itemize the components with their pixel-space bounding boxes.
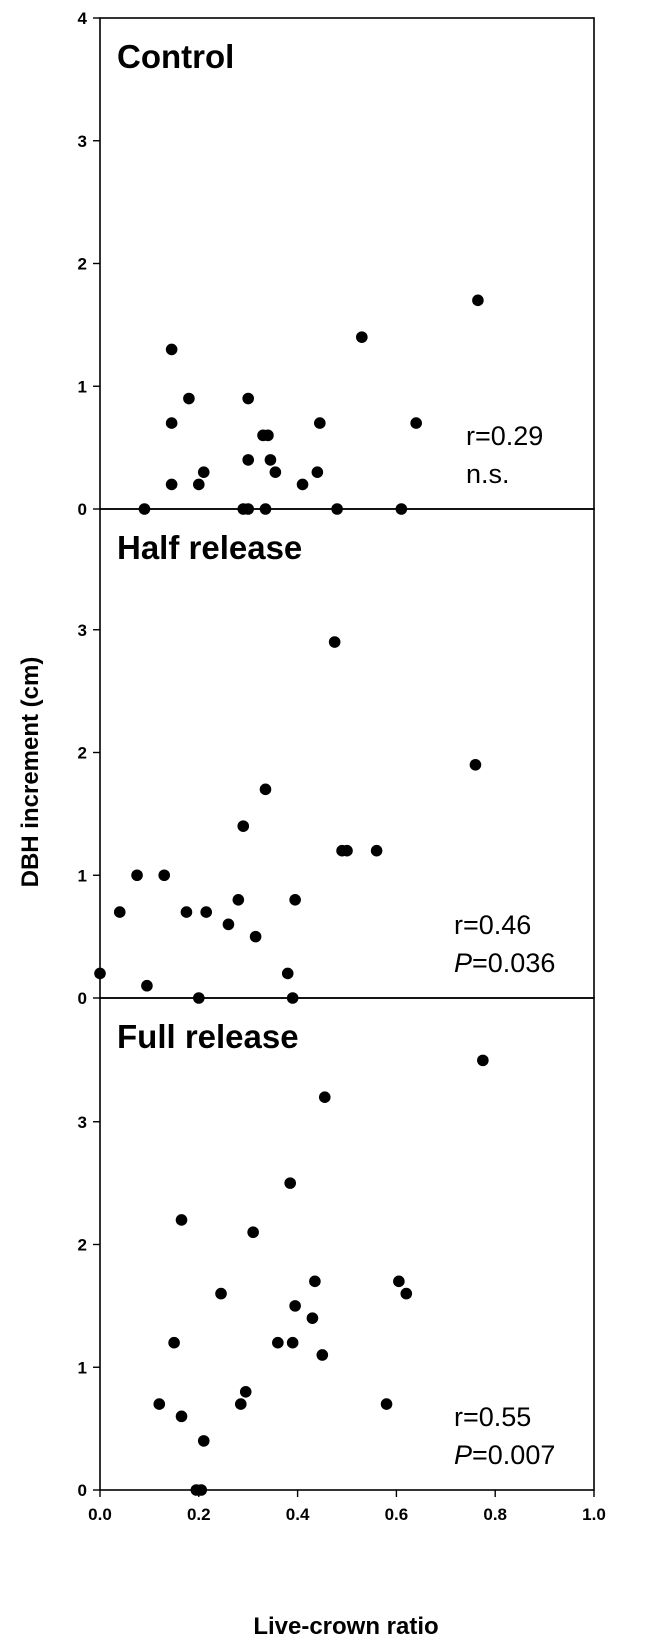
stat-p-value: =0.036 [472, 948, 555, 978]
data-point [200, 906, 213, 918]
data-point [289, 1300, 301, 1312]
data-point [165, 478, 178, 491]
x-tick-label: 0.8 [483, 1505, 507, 1524]
data-point [239, 1386, 252, 1398]
data-point [175, 1214, 188, 1226]
data-point [222, 918, 235, 931]
y-tick-label: 3 [78, 132, 87, 151]
stat-p-value: n.s. [466, 459, 510, 489]
stat-r-label: r=0.29 [466, 421, 543, 451]
y-tick-label: 1 [78, 1358, 87, 1377]
stat-p-symbol: P [454, 948, 472, 978]
data-point [341, 844, 353, 857]
data-point [264, 454, 277, 466]
data-point [158, 869, 171, 882]
data-point [165, 417, 178, 429]
panels-layer: 0 1 2 3 4 Control r=0.29 n.s. 0 1 2 3 Half release r=… [78, 9, 606, 1524]
data-point [262, 429, 274, 442]
panel-1: 0 1 2 3 Half release r=0.46 P=0.036 [78, 508, 595, 1008]
y-tick-label: 1 [78, 866, 87, 885]
stat-p-value: =0.007 [472, 1440, 555, 1470]
data-point [193, 478, 205, 491]
y-tick-label: 2 [78, 744, 87, 763]
x-tick-label: 0.6 [385, 1505, 409, 1524]
data-point [94, 967, 106, 980]
y-tick-label: 3 [78, 1113, 87, 1132]
y-tick-label: 1 [78, 377, 87, 396]
data-point [410, 417, 422, 429]
data-point [306, 1312, 319, 1324]
stat-p-symbol: P [454, 1440, 472, 1470]
data-point [289, 894, 301, 906]
data-point [215, 1287, 227, 1300]
stat-p-label: P=0.007 [454, 1440, 555, 1470]
data-point [175, 1410, 188, 1423]
data-point [197, 1435, 210, 1447]
x-tick-label: 0.4 [286, 1505, 310, 1524]
y-tick-label: 0 [78, 1481, 87, 1500]
panel-0: 0 1 2 3 4 Control r=0.29 n.s. [78, 9, 595, 519]
data-point [197, 466, 210, 478]
panel-title: Full release [117, 1018, 299, 1055]
x-axis: 0.0 0.2 0.4 0.6 0.8 1.0 [88, 1490, 606, 1524]
data-point [242, 454, 254, 466]
y-tick-label: 2 [78, 1236, 87, 1255]
data-point [477, 1054, 489, 1067]
data-point [272, 1336, 284, 1349]
data-point [400, 1287, 413, 1300]
data-point [284, 1177, 296, 1189]
data-point [153, 1398, 166, 1410]
data-point [472, 294, 484, 307]
y-tick-label: 3 [78, 621, 87, 640]
data-point [113, 906, 126, 918]
data-point [318, 1091, 331, 1103]
y-axis-title: DBH increment (cm) [17, 657, 44, 888]
data-point [165, 343, 178, 356]
data-point [242, 392, 254, 405]
data-point [281, 967, 294, 980]
data-point [131, 869, 143, 882]
y-tick-label: 0 [78, 989, 87, 1008]
data-point [168, 1336, 180, 1349]
stat-p-label: n.s. [466, 459, 510, 489]
x-tick-label: 1.0 [582, 1505, 606, 1524]
data-point [311, 466, 324, 478]
x-axis-title: Live-crown ratio [253, 1613, 438, 1640]
data-point [183, 392, 195, 405]
data-point [370, 844, 383, 857]
data-point [314, 417, 326, 429]
x-tick-label: 0.2 [187, 1505, 211, 1524]
data-point [269, 466, 282, 478]
data-point [296, 478, 309, 491]
data-point [356, 331, 368, 343]
panel-title: Half release [117, 529, 302, 566]
data-point [286, 1336, 299, 1349]
stat-p-label: P=0.036 [454, 948, 555, 978]
data-point [316, 1349, 329, 1361]
data-point [195, 1484, 208, 1496]
y-tick-label: 4 [78, 9, 88, 28]
data-point [380, 1398, 393, 1410]
panel-title: Control [117, 38, 234, 75]
data-point [393, 1275, 405, 1288]
panel-2: 0 1 2 3 Full release r=0.55 P=0.007 [78, 997, 595, 1500]
data-point [141, 979, 153, 992]
data-point [232, 894, 245, 906]
data-point [247, 1226, 259, 1239]
data-point [237, 820, 250, 832]
data-point [309, 1275, 321, 1288]
x-tick-label: 0.0 [88, 1505, 112, 1524]
y-tick-label: 2 [78, 255, 87, 274]
y-tick-label: 0 [78, 500, 87, 519]
data-point [469, 758, 482, 771]
data-point [249, 930, 262, 943]
stat-r-label: r=0.55 [454, 1402, 531, 1432]
data-point [180, 906, 193, 918]
data-point [328, 636, 341, 648]
data-point [234, 1398, 247, 1410]
data-point [259, 783, 272, 796]
stat-r-label: r=0.46 [454, 910, 531, 940]
